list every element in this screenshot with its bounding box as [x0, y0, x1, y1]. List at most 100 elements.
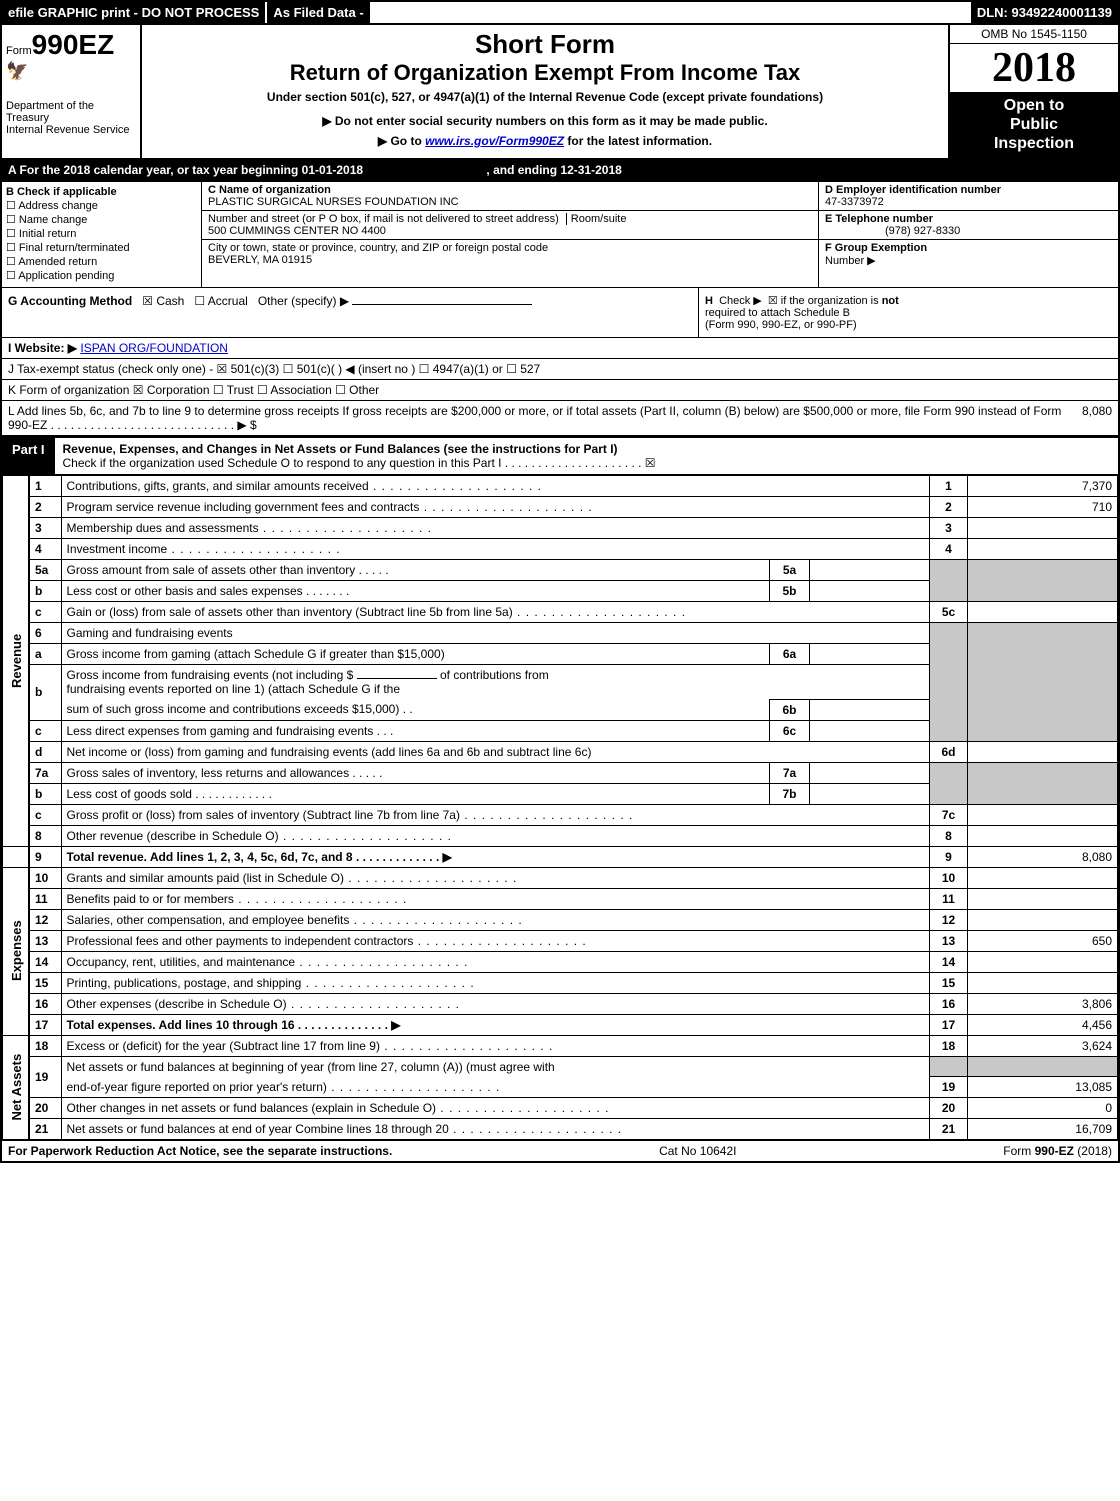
section-e: E Telephone number (978) 927-8330 [819, 211, 1118, 240]
line-num: 1 [29, 475, 61, 496]
cb-cash[interactable]: ☒ Cash [142, 294, 184, 308]
sub-val [810, 580, 930, 601]
table-row: 15 Printing, publications, postage, and … [3, 972, 1118, 993]
line-amt [968, 538, 1118, 559]
part1-title: Revenue, Expenses, and Changes in Net As… [55, 438, 664, 474]
g-other-input[interactable] [352, 304, 532, 305]
h-line1: H Check ▶ ☒ if the organization is not [705, 294, 1112, 307]
sub-idx: 5a [770, 559, 810, 580]
line-idx: 21 [930, 1119, 968, 1140]
line-num: 10 [29, 867, 61, 888]
sub-val [810, 783, 930, 804]
section-g: G Accounting Method ☒ Cash ☐ Accrual Oth… [2, 288, 698, 337]
line-text: Salaries, other compensation, and employ… [61, 909, 930, 930]
efile-notice: efile GRAPHIC print - DO NOT PROCESS [2, 2, 265, 23]
part1-header: Part I Revenue, Expenses, and Changes in… [2, 436, 1118, 475]
omb-number: OMB No 1545-1150 [950, 25, 1118, 44]
e-label: E Telephone number [825, 213, 933, 225]
l-amount: 8,080 [1082, 404, 1112, 418]
dept-treasury: Department of the Treasury Internal Reve… [6, 100, 136, 136]
line-text: Gross sales of inventory, less returns a… [61, 762, 770, 783]
row-a-mid: , and ending [483, 163, 560, 177]
org-city-cell: City or town, state or province, country… [202, 240, 818, 268]
line-text: Excess or (deficit) for the year (Subtra… [61, 1035, 930, 1056]
cb-initial-return[interactable]: ☐ Initial return [6, 227, 197, 240]
table-row: 14 Occupancy, rent, utilities, and maint… [3, 951, 1118, 972]
return-title: Return of Organization Exempt From Incom… [148, 60, 942, 86]
sub-idx: 6c [770, 720, 810, 741]
line-idx: 12 [930, 909, 968, 930]
line-idx: 5c [930, 601, 968, 622]
table-row: Expenses 10 Grants and similar amounts p… [3, 867, 1118, 888]
as-filed-label: As Filed Data - [265, 2, 369, 23]
line-num: 2 [29, 496, 61, 517]
line-amt [968, 972, 1118, 993]
line-text: Gross income from fundraising events (no… [61, 664, 930, 699]
form-990ez: efile GRAPHIC print - DO NOT PROCESS As … [0, 0, 1120, 1163]
section-i: I Website: ▶ ISPAN ORG/FOUNDATION [2, 338, 1118, 359]
line-num: 17 [29, 1014, 61, 1035]
table-row: 19 Net assets or fund balances at beginn… [3, 1056, 1118, 1077]
contrib-input[interactable] [357, 678, 437, 679]
section-h: H Check ▶ ☒ if the organization is not r… [698, 288, 1118, 337]
line-text: Grants and similar amounts paid (list in… [61, 867, 930, 888]
org-address: 500 CUMMINGS CENTER NO 4400 [208, 225, 386, 237]
table-row: c Gain or (loss) from sale of assets oth… [3, 601, 1118, 622]
line-num: 15 [29, 972, 61, 993]
cb-final-return[interactable]: ☐ Final return/terminated [6, 241, 197, 254]
line-amt [968, 741, 1118, 762]
line-text: Total revenue. Add lines 1, 2, 3, 4, 5c,… [61, 846, 930, 867]
line-amt [968, 825, 1118, 846]
line-num: 9 [29, 846, 61, 867]
table-row: 8 Other revenue (describe in Schedule O)… [3, 825, 1118, 846]
financial-table: Revenue 1 Contributions, gifts, grants, … [2, 475, 1118, 1141]
table-row: Revenue 1 Contributions, gifts, grants, … [3, 475, 1118, 496]
line-text: Printing, publications, postage, and shi… [61, 972, 930, 993]
cb-address-change[interactable]: ☐ Address change [6, 199, 197, 212]
form-number-block: Form990EZ [6, 29, 136, 61]
line-num: 11 [29, 888, 61, 909]
topbar: efile GRAPHIC print - DO NOT PROCESS As … [2, 2, 1118, 25]
line-idx: 13 [930, 930, 968, 951]
line-text: Gaming and fundraising events [61, 622, 930, 643]
sub-val [810, 559, 930, 580]
line-amt: 3,624 [968, 1035, 1118, 1056]
line-text: Gross amount from sale of assets other t… [61, 559, 770, 580]
sub-idx: 6b [770, 699, 810, 720]
sub-idx: 7b [770, 783, 810, 804]
sub-val [810, 643, 930, 664]
line-amt [968, 804, 1118, 825]
cb-application-pending[interactable]: ☐ Application pending [6, 269, 197, 282]
line-num: 16 [29, 993, 61, 1014]
line-amt: 0 [968, 1098, 1118, 1119]
shaded-cell [968, 559, 1118, 601]
line-idx: 6d [930, 741, 968, 762]
line-amt: 4,456 [968, 1014, 1118, 1035]
expenses-vlabel: Expenses [3, 867, 30, 1035]
table-row: 17 Total expenses. Add lines 10 through … [3, 1014, 1118, 1035]
line-text: Less cost or other basis and sales expen… [61, 580, 770, 601]
shaded-cell [968, 1056, 1118, 1077]
cb-accrual[interactable]: ☐ Accrual [194, 294, 247, 308]
dept-line1: Department of the [6, 100, 136, 112]
section-b-title: B Check if applicable [6, 186, 117, 198]
line-amt [968, 951, 1118, 972]
website-link[interactable]: ISPAN ORG/FOUNDATION [80, 341, 228, 355]
line-amt: 8,080 [968, 846, 1118, 867]
line-amt: 7,370 [968, 475, 1118, 496]
section-bcdef: B Check if applicable ☐ Address change ☐… [2, 182, 1118, 288]
line-num: d [29, 741, 61, 762]
section-k: K Form of organization ☒ Corporation ☐ T… [2, 380, 1118, 401]
line-text: Net assets or fund balances at beginning… [61, 1056, 930, 1077]
line-idx: 9 [930, 846, 968, 867]
section-j: J Tax-exempt status (check only one) - ☒… [2, 359, 1118, 380]
line-text: end-of-year figure reported on prior yea… [61, 1077, 930, 1098]
line-text: Other changes in net assets or fund bala… [61, 1098, 930, 1119]
line-idx: 18 [930, 1035, 968, 1056]
irs-link[interactable]: www.irs.gov/Form990EZ [425, 134, 564, 148]
cb-name-change[interactable]: ☐ Name change [6, 213, 197, 226]
cb-amended-return[interactable]: ☐ Amended return [6, 255, 197, 268]
header-left: Form990EZ 🦅 Department of the Treasury I… [2, 25, 142, 158]
short-form-title: Short Form [148, 29, 942, 60]
table-row: 11 Benefits paid to or for members 11 [3, 888, 1118, 909]
